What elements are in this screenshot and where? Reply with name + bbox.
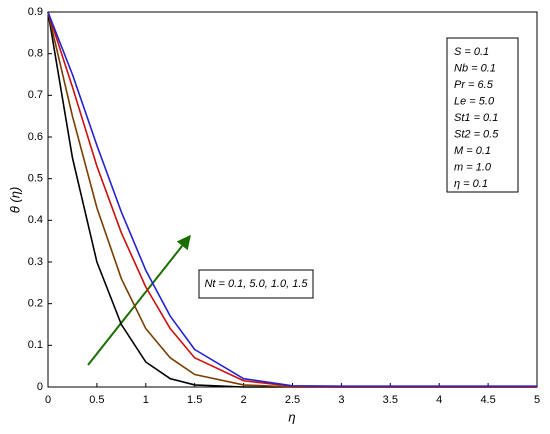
y-tick-label: 0.8: [28, 48, 43, 60]
x-tick-label: 1: [143, 394, 149, 406]
parameter-box: [446, 37, 519, 193]
x-tick-label: 0: [45, 394, 51, 406]
arrow: [87, 234, 191, 366]
y-tick-label: 0: [37, 381, 43, 393]
parameter: St1 = 0.1: [454, 112, 498, 124]
y-tick-label: 0.2: [28, 298, 43, 310]
x-tick-label: 1.5: [187, 394, 202, 406]
y-tick-label: 0.4: [28, 214, 43, 226]
y-tick-label: 0.6: [28, 131, 43, 143]
parameter: Pr = 6.5: [454, 79, 494, 91]
x-tick-label: 4: [436, 394, 442, 406]
y-tick-label: 0.3: [28, 256, 43, 268]
parameter: S = 0.1: [454, 46, 489, 58]
y-tick-label: 0.5: [28, 173, 43, 185]
x-tick-label: 5: [534, 394, 540, 406]
x-tick-label: 0.5: [89, 394, 104, 406]
parameter: St2 = 0.5: [454, 128, 499, 140]
parameter: Le = 5.0: [454, 95, 495, 107]
parameter: η = 0.1: [454, 178, 488, 190]
x-tick-label: 2.5: [285, 394, 300, 406]
annotation: Nt = 0.1, 5.0, 1.0, 1.5: [204, 278, 308, 290]
parameter: m = 1.0: [454, 161, 492, 173]
line: [47, 11, 537, 387]
x-tick-label: 3: [338, 394, 344, 406]
y-axis-label: θ (η): [7, 187, 22, 214]
x-tick-label: 4.5: [480, 394, 495, 406]
x-tick-label: 3.5: [383, 394, 398, 406]
x-axis-label: η: [288, 409, 295, 424]
x-tick-label: 2: [241, 394, 247, 406]
parameter: Nb = 0.1: [454, 62, 496, 74]
y-tick-label: 0.9: [28, 6, 43, 18]
y-tick-label: 0.7: [28, 89, 43, 101]
annotation-box: [198, 269, 314, 299]
y-tick-label: 0.1: [28, 339, 43, 351]
parameter: M = 0.1: [454, 145, 491, 157]
